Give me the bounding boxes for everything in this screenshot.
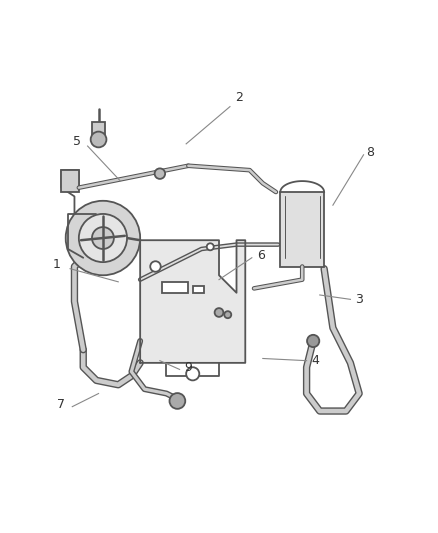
Polygon shape (140, 240, 245, 363)
Bar (61, 170, 79, 192)
Circle shape (307, 335, 319, 347)
Circle shape (224, 311, 231, 318)
Circle shape (170, 393, 185, 409)
Text: 4: 4 (311, 354, 319, 367)
Text: 9: 9 (184, 361, 192, 374)
Text: 2: 2 (235, 91, 243, 104)
Circle shape (79, 214, 127, 262)
Circle shape (155, 168, 165, 179)
Bar (92, 122, 105, 140)
Text: 6: 6 (257, 249, 265, 262)
Circle shape (66, 201, 140, 275)
Circle shape (150, 261, 161, 272)
Circle shape (186, 367, 199, 381)
Text: 5: 5 (73, 135, 81, 148)
Circle shape (92, 227, 114, 249)
Text: 7: 7 (57, 398, 65, 411)
Bar (280, 192, 324, 266)
Bar (193, 286, 204, 293)
Text: 1: 1 (53, 258, 61, 271)
Text: 3: 3 (355, 293, 363, 306)
Circle shape (207, 243, 214, 251)
Text: 8: 8 (366, 146, 374, 159)
Bar (162, 282, 188, 293)
Circle shape (91, 132, 106, 147)
Circle shape (215, 308, 223, 317)
